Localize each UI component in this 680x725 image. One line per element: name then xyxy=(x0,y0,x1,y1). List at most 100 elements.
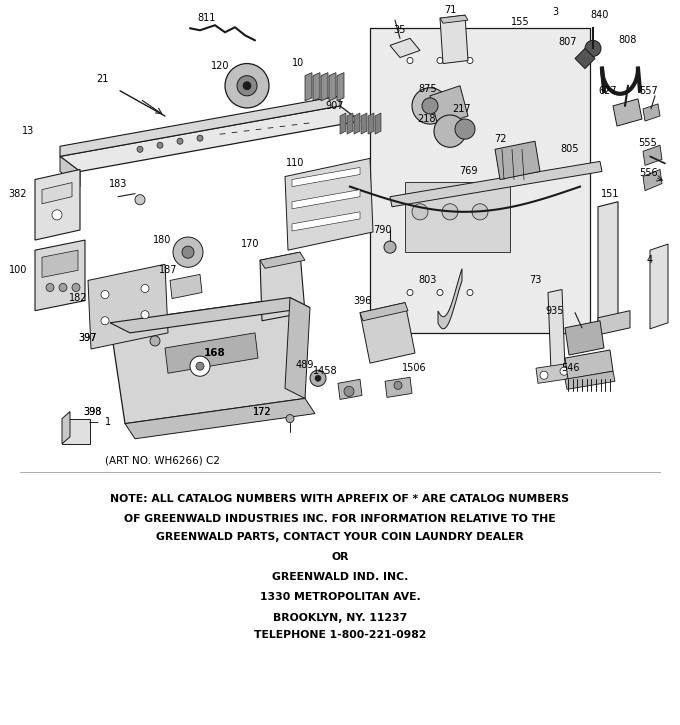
Circle shape xyxy=(455,119,475,139)
Circle shape xyxy=(52,210,62,220)
Text: 805: 805 xyxy=(561,144,579,154)
Text: 840: 840 xyxy=(591,10,609,20)
Text: 1330 METROPOLITAN AVE.: 1330 METROPOLITAN AVE. xyxy=(260,592,420,602)
Polygon shape xyxy=(35,170,80,240)
Polygon shape xyxy=(385,377,412,397)
Text: OF GREENWALD INDUSTRIES INC. FOR INFORMATION RELATIVE TO THE: OF GREENWALD INDUSTRIES INC. FOR INFORMA… xyxy=(124,514,556,524)
Polygon shape xyxy=(170,274,202,299)
Circle shape xyxy=(150,336,160,346)
Polygon shape xyxy=(370,28,590,333)
Circle shape xyxy=(141,311,149,319)
Circle shape xyxy=(585,41,601,57)
Circle shape xyxy=(412,204,428,220)
Polygon shape xyxy=(329,72,336,101)
Polygon shape xyxy=(292,167,360,186)
Circle shape xyxy=(344,386,354,397)
Circle shape xyxy=(384,241,396,253)
Text: NOTE: ALL CATALOG NUMBERS WITH APREFIX OF * ARE CATALOG NUMBERS: NOTE: ALL CATALOG NUMBERS WITH APREFIX O… xyxy=(110,494,570,504)
Polygon shape xyxy=(650,244,668,329)
Circle shape xyxy=(237,75,257,96)
Text: 907: 907 xyxy=(326,101,344,111)
Polygon shape xyxy=(390,162,602,207)
Polygon shape xyxy=(405,181,510,252)
Polygon shape xyxy=(110,297,310,333)
Text: OR: OR xyxy=(331,552,349,563)
Text: TELEPHONE 1-800-221-0982: TELEPHONE 1-800-221-0982 xyxy=(254,629,426,639)
Text: 187: 187 xyxy=(158,265,177,276)
Polygon shape xyxy=(305,72,312,101)
Text: 811: 811 xyxy=(198,13,216,23)
Text: 556: 556 xyxy=(639,168,658,178)
Text: BROOKLYN, NY. 11237: BROOKLYN, NY. 11237 xyxy=(273,613,407,623)
Text: 170: 170 xyxy=(241,239,259,249)
Polygon shape xyxy=(313,72,320,101)
Text: 546: 546 xyxy=(561,363,579,373)
Polygon shape xyxy=(354,113,360,134)
Polygon shape xyxy=(390,38,420,57)
Text: 807: 807 xyxy=(559,38,577,47)
Circle shape xyxy=(394,381,402,389)
Polygon shape xyxy=(347,113,353,134)
Circle shape xyxy=(467,289,473,296)
Circle shape xyxy=(315,376,321,381)
Text: 35: 35 xyxy=(394,25,406,36)
Polygon shape xyxy=(321,72,328,101)
Circle shape xyxy=(72,283,80,291)
Circle shape xyxy=(437,289,443,296)
Text: 808: 808 xyxy=(619,36,637,46)
Text: —  1: — 1 xyxy=(89,417,111,426)
Circle shape xyxy=(135,195,145,204)
Text: 168: 168 xyxy=(204,348,226,358)
Polygon shape xyxy=(60,157,80,186)
Polygon shape xyxy=(42,183,72,204)
Circle shape xyxy=(407,57,413,64)
Polygon shape xyxy=(62,418,90,444)
Circle shape xyxy=(467,57,473,64)
Circle shape xyxy=(157,142,163,149)
Polygon shape xyxy=(125,399,315,439)
Polygon shape xyxy=(292,190,360,209)
Text: 790: 790 xyxy=(373,225,391,235)
Text: 627: 627 xyxy=(598,86,617,96)
Text: 72: 72 xyxy=(494,134,506,144)
Text: 183: 183 xyxy=(109,178,127,188)
Circle shape xyxy=(177,138,183,144)
Polygon shape xyxy=(440,15,468,23)
Text: 110: 110 xyxy=(286,158,304,168)
Circle shape xyxy=(196,362,204,370)
Polygon shape xyxy=(338,379,362,399)
Text: 875: 875 xyxy=(419,84,437,94)
Polygon shape xyxy=(495,141,540,180)
Polygon shape xyxy=(575,49,595,69)
Polygon shape xyxy=(42,250,78,278)
Polygon shape xyxy=(643,145,662,165)
Text: 172: 172 xyxy=(253,407,271,417)
Circle shape xyxy=(243,82,251,90)
Text: 396: 396 xyxy=(353,296,371,306)
Circle shape xyxy=(407,289,413,296)
Text: 935: 935 xyxy=(546,306,564,315)
Text: 803: 803 xyxy=(419,276,437,286)
Text: 180: 180 xyxy=(153,235,171,245)
Circle shape xyxy=(197,135,203,141)
Text: 21: 21 xyxy=(96,74,108,83)
Polygon shape xyxy=(88,265,168,349)
Text: 151: 151 xyxy=(600,188,619,199)
Polygon shape xyxy=(613,99,642,126)
Circle shape xyxy=(434,115,466,147)
Polygon shape xyxy=(643,104,660,121)
Text: 382: 382 xyxy=(9,188,27,199)
Text: 555: 555 xyxy=(639,138,658,148)
Text: 1506: 1506 xyxy=(402,363,426,373)
Text: 397: 397 xyxy=(79,333,97,343)
Polygon shape xyxy=(375,113,381,134)
Circle shape xyxy=(437,57,443,64)
Text: 172: 172 xyxy=(253,407,271,417)
Text: 182: 182 xyxy=(69,293,87,302)
Polygon shape xyxy=(598,202,618,328)
Polygon shape xyxy=(438,269,462,329)
Text: 217: 217 xyxy=(453,104,471,114)
Polygon shape xyxy=(643,170,662,191)
Text: 398: 398 xyxy=(83,407,101,417)
Circle shape xyxy=(59,283,67,291)
